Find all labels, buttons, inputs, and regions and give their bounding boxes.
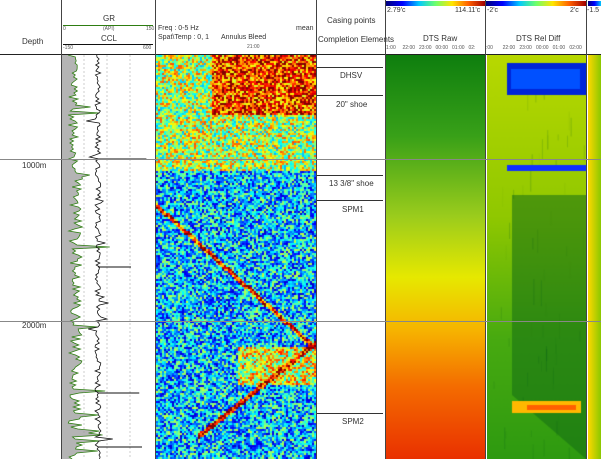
dts-raw-time-tick: 22:00 [402,45,416,51]
dts-raw-time-tick: 02: [468,45,476,51]
ccl-title: CCL [101,34,118,43]
gr-title: GR [103,14,115,23]
divider-casing [385,0,386,459]
gr-unit: (API) [103,26,115,32]
dts-diff-time-tick: 01:00 [552,45,566,51]
dts-diff-time-tick: :00 [486,45,493,51]
dts-diff-time-tick: 23:00 [519,45,532,51]
header-divider [0,54,601,55]
dts-diff-time-tick: 02:00 [569,45,582,51]
dts-diff-min: -2'c [487,7,499,14]
casing-marker-dhsv [317,67,383,68]
casing-points-header: Casing points [327,16,376,25]
divider-depth [61,0,62,459]
dts-diff-colorbar [486,1,586,6]
dts-raw-min: 2.79'c [387,7,406,14]
ccl-scale-max: 600 [143,45,152,51]
completion-elements-header: Completion Elements [318,35,395,44]
depth-header-label: Depth [22,37,44,46]
divider-fbe [316,0,317,459]
gr-fill-area [62,55,110,459]
completion-spm1[interactable]: SPM1 [342,205,364,214]
completion-20-shoe[interactable]: 20" shoe [336,100,368,109]
ccl-scale-min: -150 [63,45,74,51]
extra-colorbar [588,1,601,6]
completion-dhsv[interactable]: DHSV [340,71,363,80]
casing-marker-20-shoe [317,95,383,96]
dts-diff-time-tick: 22:00 [502,45,516,51]
dts-raw-time-tick: 00:00 [435,45,449,51]
divider-dts-diff [586,0,587,459]
fbe-mean-label: mean [296,25,314,32]
gr-scale-max: 150 [146,26,155,32]
divider-dts-raw [485,0,486,459]
ccl-curve [86,55,113,459]
ccl-scale-line [63,44,153,45]
extra-track-image [588,55,601,459]
fbe-spatial-label: Spat\Temp : 0, 1 [158,34,209,41]
gr-scale-line [63,25,153,26]
extra-track-value: -1.5 [587,7,600,14]
dts-diff-image [487,55,586,459]
dts-diff-time-tick: 00:00 [536,45,549,51]
dts-diff-max: 2'c [570,7,579,14]
depth-mark-1000: 1000m [22,161,47,170]
gr-scale-min: 0 [63,26,66,32]
dts-raw-max: 114.11'c [455,7,481,14]
gr-ccl-track [62,55,147,459]
depth-gridline-1000 [0,159,601,160]
dts-diff-title: DTS Rel Diff [516,34,561,43]
dts-raw-title: DTS Raw [423,34,458,43]
divider-gr [155,0,156,459]
fbe-track-name: Annulus Bleed [221,34,267,41]
fbe-frequency-label: Freq : 0-5 Hz [158,25,199,32]
completion-13-shoe[interactable]: 13 3/8" shoe [329,179,374,188]
dts-raw-time-tick: 01:00 [452,45,465,51]
fbe-heatmap [156,55,316,459]
depth-gridline-2000 [0,321,601,322]
dts-raw-image [386,55,485,459]
casing-marker-spm2 [317,413,383,414]
fbe-time-label: 21:00 [247,44,260,50]
casing-marker-spm1 [317,200,383,201]
dts-raw-colorbar [386,1,485,6]
dts-raw-time-tick: 23:00 [419,45,432,51]
dts-raw-time-tick: 1:00 [386,45,396,51]
completion-spm2[interactable]: SPM2 [342,417,364,426]
depth-mark-2000: 2000m [22,321,47,330]
casing-marker-13-shoe [317,175,383,176]
log-tracks[interactable] [0,55,601,459]
